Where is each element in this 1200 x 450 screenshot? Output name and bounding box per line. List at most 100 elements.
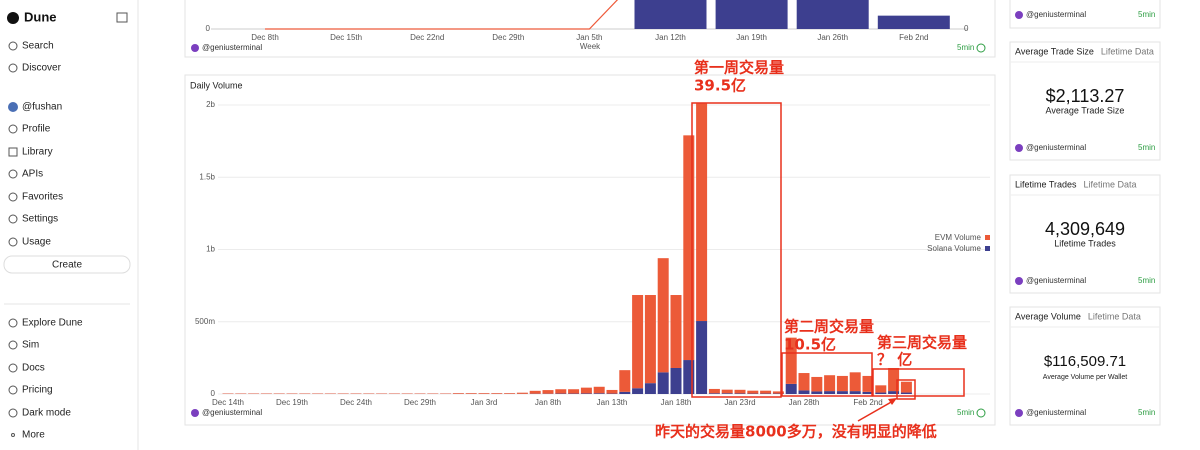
card-title: Average Volume — [1015, 311, 1081, 321]
icon — [11, 433, 15, 437]
card-value: $116,509.71 — [1044, 353, 1126, 370]
legend-label: EVM Volume — [935, 233, 982, 242]
icon — [8, 237, 18, 247]
author[interactable]: @geniusterminal — [1026, 10, 1086, 19]
bar-segment — [670, 367, 682, 394]
bar-segment — [888, 367, 900, 392]
annotation: 第三周交易量 — [877, 334, 967, 352]
author[interactable]: @geniusterminal — [1026, 276, 1086, 285]
footer-item[interactable]: Sim — [22, 340, 39, 351]
card-caption: Average Trade Size — [1046, 105, 1125, 115]
bar-segment — [888, 391, 900, 394]
annotation-box — [872, 368, 965, 397]
footer-item[interactable]: Docs — [22, 363, 45, 374]
author[interactable]: @geniusterminal — [202, 43, 262, 52]
bar-segment — [900, 392, 912, 394]
menu-item[interactable]: APIs — [22, 169, 43, 180]
legend-label: Solana Volume — [927, 244, 981, 253]
refresh: 5min — [1138, 143, 1155, 152]
nav-item[interactable]: Search — [22, 41, 54, 52]
icon — [8, 408, 18, 418]
author[interactable]: @geniusterminal — [1026, 143, 1086, 152]
bar-segment — [747, 390, 759, 394]
create-button[interactable] — [3, 255, 131, 274]
bar-segment — [811, 376, 823, 392]
author[interactable]: @geniusterminal — [1026, 408, 1086, 417]
bar-segment — [606, 389, 618, 394]
annotation: ？ 亿 — [877, 351, 912, 369]
y-tick-label: 2b — [206, 100, 215, 109]
annotation-box — [691, 102, 782, 398]
menu-item[interactable]: Library — [22, 147, 53, 158]
x-tick-label: Dec 24th — [340, 398, 372, 407]
refresh: 5min — [1138, 276, 1155, 285]
bar-segment — [529, 390, 541, 394]
y-tick-label: 1b — [206, 245, 215, 254]
menu-item[interactable]: Profile — [22, 124, 51, 135]
footer-item[interactable]: Explore Dune — [22, 318, 83, 329]
icon — [8, 63, 18, 73]
x-tick-label: Jan 13th — [597, 398, 628, 407]
bar-segment — [504, 393, 516, 394]
card-title: Lifetime Trades — [1015, 179, 1077, 189]
weekly-panel — [184, 0, 996, 58]
bar-segment — [862, 375, 874, 392]
bar-segment — [696, 103, 708, 322]
bar-segment — [632, 295, 644, 389]
annotation-arrow — [857, 400, 894, 422]
bar-segment — [785, 383, 797, 394]
annotation: 39.5亿 — [694, 77, 746, 95]
card-value: 4,309,649 — [1045, 219, 1125, 239]
bar-segment — [683, 135, 695, 361]
refresh: 5min — [1138, 10, 1155, 19]
bar-segment — [798, 373, 810, 391]
bar-segment — [683, 360, 695, 394]
author-icon — [191, 44, 199, 52]
y-tick-label: 1.5b — [199, 172, 215, 181]
card-caption: Average Volume per Wallet — [1043, 374, 1127, 381]
x-tick-label: Jan 5th — [576, 33, 602, 42]
nav-item[interactable]: Discover — [22, 63, 62, 74]
x-tick-label: Jan 23rd — [724, 398, 755, 407]
bar-segment — [721, 389, 733, 394]
bar — [634, 0, 707, 29]
footer-item[interactable]: More — [22, 430, 45, 441]
x-tick-label: Jan 12th — [655, 33, 686, 42]
menu-item[interactable]: Settings — [22, 214, 58, 225]
author-icon — [1015, 277, 1023, 285]
refresh: 5min — [957, 408, 974, 417]
bar-segment — [785, 337, 797, 384]
collapse-icon[interactable] — [116, 12, 128, 23]
card-subtitle: Lifetime Data — [1084, 179, 1137, 189]
bar-segment — [772, 391, 784, 394]
menu-item[interactable]: Favorites — [22, 192, 63, 203]
bar-segment — [836, 375, 848, 392]
bar-segment — [568, 389, 580, 394]
bar-segment — [478, 393, 490, 394]
bar-segment — [849, 372, 861, 392]
sidebar-icons — [8, 41, 18, 437]
bar-segment — [900, 381, 912, 393]
x-tick-label: Jan 3rd — [471, 398, 498, 407]
bar-segment — [542, 390, 554, 394]
bar-segment — [632, 388, 644, 394]
author[interactable]: @geniusterminal — [202, 408, 262, 417]
bar-segment — [734, 393, 746, 394]
footer-item[interactable]: Dark mode — [22, 408, 71, 419]
footer-item[interactable]: Pricing — [22, 385, 53, 396]
create-label[interactable]: Create — [52, 260, 82, 271]
menu-item[interactable]: Usage — [22, 237, 51, 248]
icon — [8, 318, 18, 328]
bar-segment — [593, 393, 605, 394]
icon — [8, 340, 18, 350]
annotation-arrowhead — [888, 398, 897, 405]
user-name[interactable]: @fushan — [22, 102, 62, 113]
bar-segment — [491, 393, 503, 394]
annotation: 第一周交易量 — [694, 59, 784, 77]
x-tick-label: Dec 15th — [330, 33, 362, 42]
card-caption: Lifetime Trades — [1054, 238, 1116, 248]
card-value: $2,113.27 — [1046, 86, 1125, 106]
bar-segment — [657, 258, 669, 373]
bar-segment — [836, 391, 848, 394]
bar-segment — [644, 295, 656, 384]
